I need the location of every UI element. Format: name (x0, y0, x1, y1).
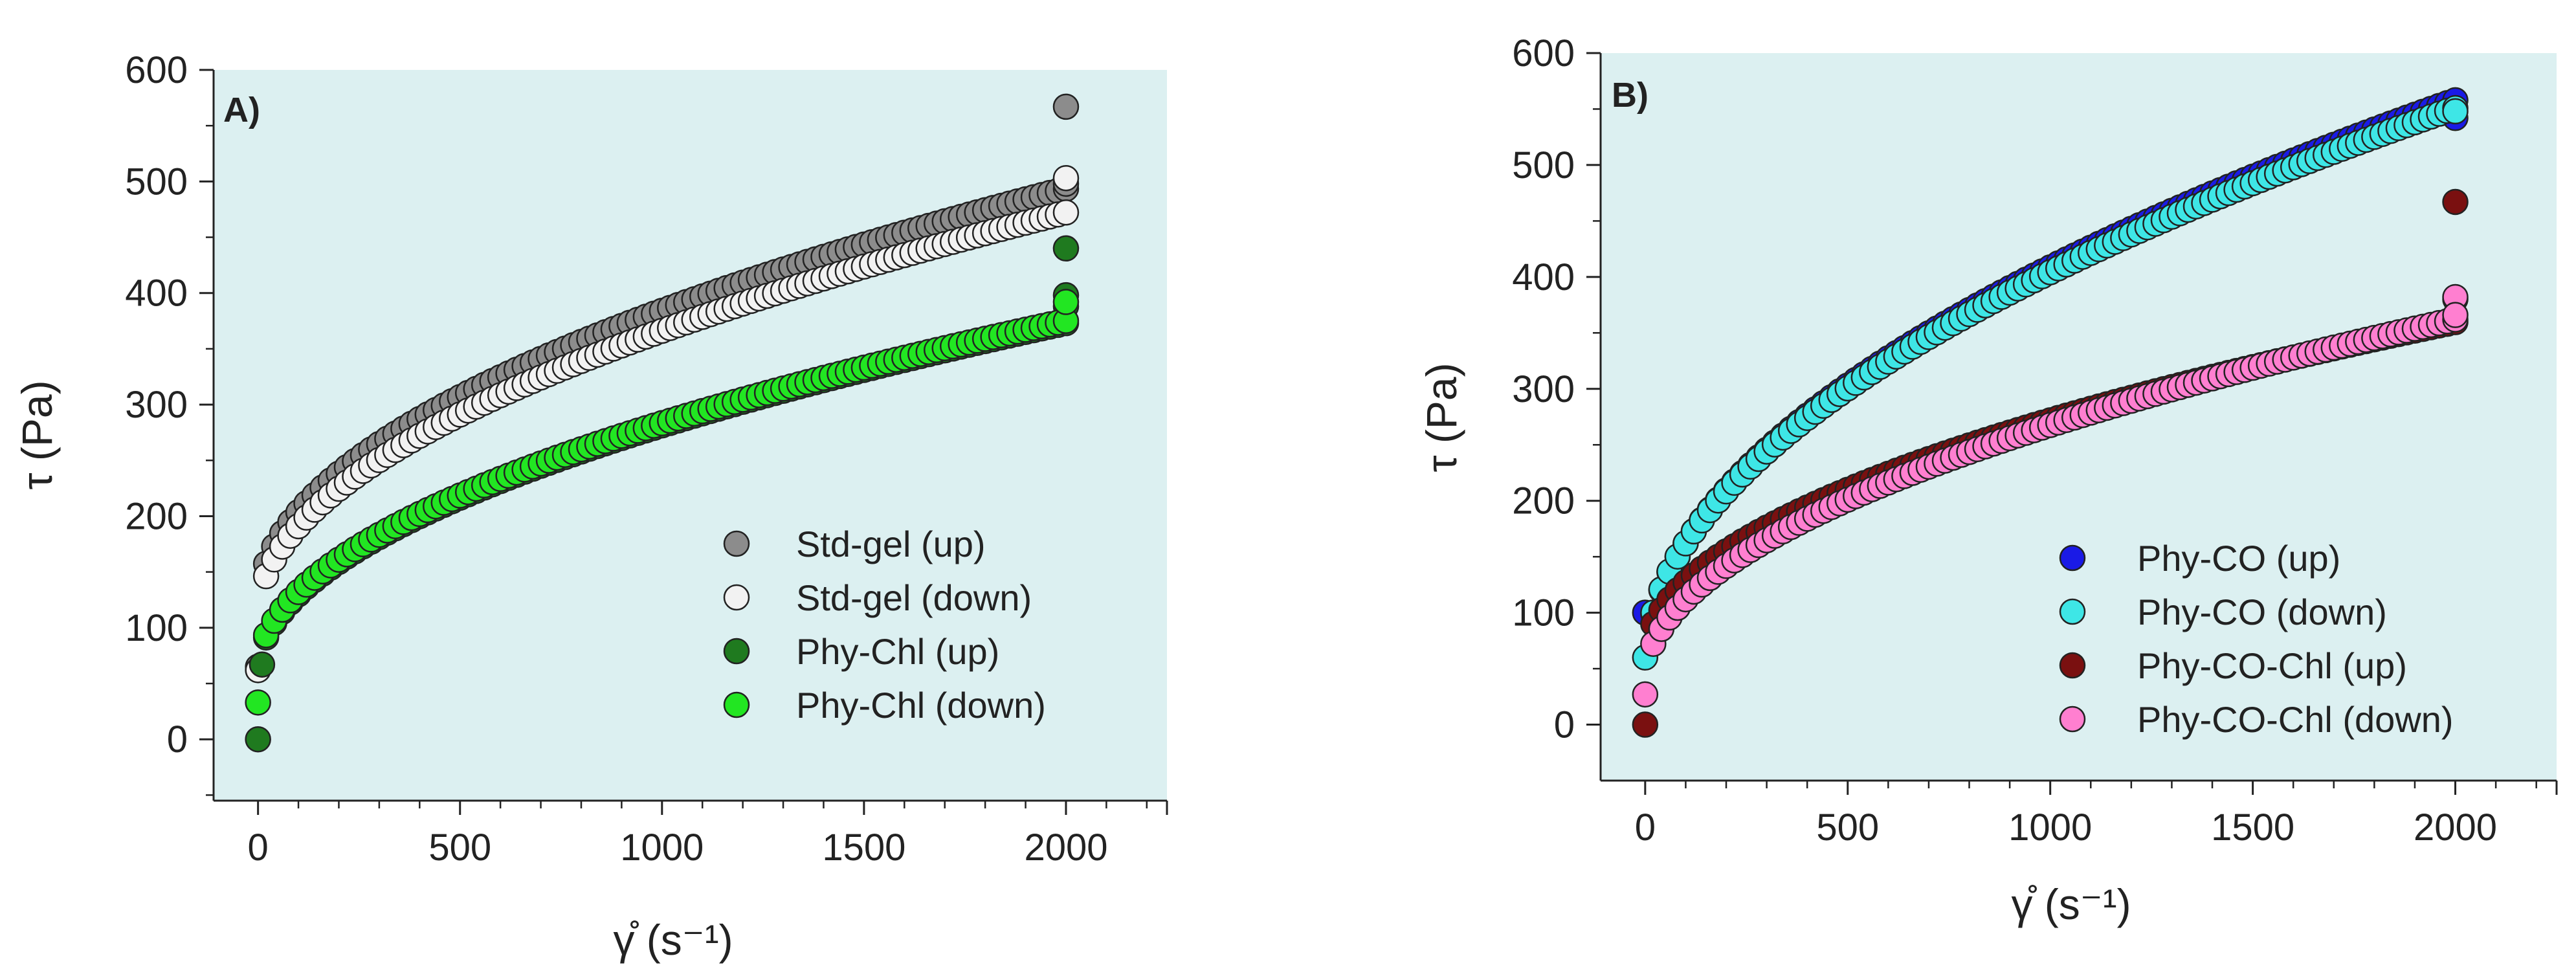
x-tick-label-500: 500 (428, 827, 491, 869)
x-tick-label-1000: 1000 (620, 827, 704, 869)
y-tick-label-600: 600 (1512, 32, 1575, 74)
point-b-s2-101 (2442, 188, 2469, 216)
panel-a-legend: Std-gel (up) Std-gel (down) Phy-Chl (up)… (723, 524, 1046, 726)
panel-b-data-points (1632, 87, 2469, 738)
x-tick-label-1000: 1000 (2008, 806, 2092, 849)
legend-marker-phy-chl-down (723, 691, 750, 718)
panel-b-label: B) (1612, 76, 1649, 115)
x-tick-label-1500: 1500 (822, 827, 905, 869)
legend-marker-std-gel-up (723, 530, 750, 557)
point-b-s3-0 (1632, 681, 1659, 708)
point-b-s2-0 (1632, 711, 1659, 738)
panel-a-label: A) (223, 91, 260, 129)
point-a-s2-0 (245, 726, 271, 753)
point-a-s1-101 (1052, 164, 1080, 192)
y-tick-label-300: 300 (1512, 368, 1575, 410)
legend-marker-phy-co-down (2059, 598, 2086, 625)
y-tick-label-100: 100 (125, 607, 188, 649)
y-tick-label-500: 500 (125, 161, 188, 203)
legend-marker-phy-chl-up (723, 638, 750, 665)
x-tick-label-0: 0 (248, 827, 269, 869)
y-tick-label-300: 300 (125, 384, 188, 426)
point-b-s3-102 (2442, 302, 2469, 328)
panel-a-x-axis-title: γ̊ (s⁻¹) (613, 916, 733, 964)
legend-label-phy-co-up: Phy-CO (up) (2137, 538, 2340, 579)
panel-a-chart: 0 500 1000 1500 2000 0 100 200 300 400 500 600 A) γ… (13, 49, 1168, 964)
legend-marker-phy-co-up (2059, 544, 2086, 572)
y-tick-label-100: 100 (1512, 592, 1575, 634)
legend-label-phy-co-chl-down: Phy-CO-Chl (down) (2137, 699, 2454, 740)
y-tick-label-200: 200 (125, 495, 188, 537)
x-tick-label-0: 0 (1635, 806, 1656, 849)
panel-a-data-points (245, 93, 1080, 753)
y-tick-label-400: 400 (1512, 256, 1575, 298)
legend-label-std-gel-up: Std-gel (up) (796, 524, 986, 564)
point-a-s2-101 (249, 651, 276, 678)
x-tick-label-1500: 1500 (2211, 806, 2294, 849)
point-b-s1-101 (2442, 98, 2469, 125)
point-a-s1-100 (1052, 199, 1080, 226)
panel-b-x-axis-title: γ̊ (s⁻¹) (2011, 880, 2131, 928)
point-a-s2-102 (1052, 235, 1080, 262)
y-tick-label-600: 600 (125, 49, 188, 91)
y-tick-label-0: 0 (1554, 704, 1575, 746)
legend-label-std-gel-down: Std-gel (down) (796, 577, 1032, 618)
panel-b-y-axis-title: τ (Pa) (1417, 362, 1465, 472)
legend-marker-phy-co-chl-down (2059, 706, 2086, 733)
panel-a-y-axis-title: τ (Pa) (13, 380, 61, 489)
legend-marker-phy-co-chl-up (2059, 652, 2086, 679)
legend-label-phy-co-chl-up: Phy-CO-Chl (up) (2137, 645, 2407, 686)
point-a-s0-101 (1052, 93, 1080, 120)
y-tick-label-500: 500 (1512, 144, 1575, 186)
legend-label-phy-chl-up: Phy-Chl (up) (796, 631, 999, 672)
point-a-s3-0 (245, 689, 271, 716)
y-tick-label-400: 400 (125, 272, 188, 315)
legend-label-phy-chl-down: Phy-Chl (down) (796, 685, 1046, 726)
panel-b-chart: 0 500 1000 1500 2000 0 100 200 300 400 500 600 B) γ… (1417, 32, 2558, 928)
point-a-s3-101 (1052, 289, 1080, 315)
x-tick-label-2000: 2000 (1024, 827, 1107, 869)
y-tick-label-200: 200 (1512, 480, 1575, 522)
x-tick-label-500: 500 (1816, 806, 1879, 849)
panel-b-legend: Phy-CO (up) Phy-CO (down) Phy-CO-Chl (up… (2059, 538, 2454, 740)
panel-a-axes: 0 500 1000 1500 2000 0 100 200 300 400 500 600 (125, 49, 1168, 869)
x-tick-label-2000: 2000 (2414, 806, 2497, 849)
legend-label-phy-co-down: Phy-CO (down) (2137, 592, 2387, 632)
legend-marker-std-gel-down (723, 584, 750, 611)
y-tick-label-0: 0 (167, 718, 188, 761)
panel-b-axes: 0 500 1000 1500 2000 0 100 200 300 400 500 600 (1512, 32, 2558, 849)
